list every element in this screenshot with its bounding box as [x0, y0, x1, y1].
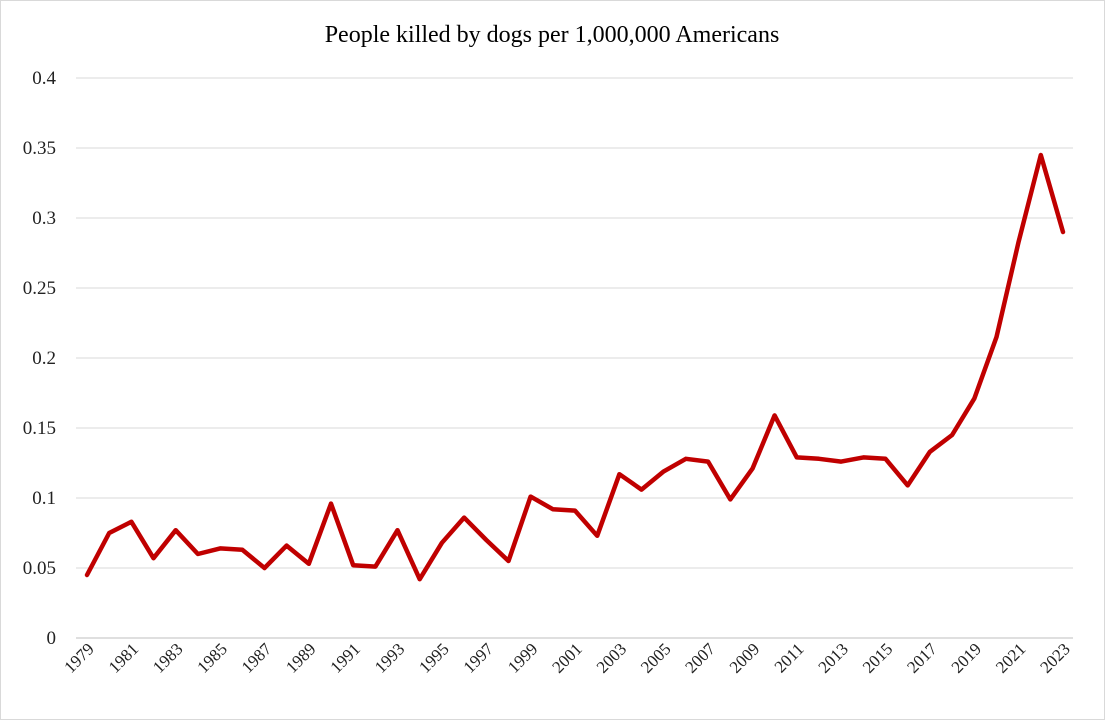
x-tick-label: 2013 — [815, 639, 852, 676]
x-tick-label: 1999 — [504, 639, 541, 676]
x-axis-ticks: 1979 1981 1983 1985 1987 1989 1991 1993 1995 1997… — [60, 639, 1073, 677]
x-tick-label: 2017 — [903, 639, 941, 677]
x-tick-label: 2003 — [593, 639, 630, 676]
x-tick-label: 2009 — [726, 639, 763, 676]
x-tick-label: 1981 — [105, 639, 142, 676]
y-tick-label: 0.1 — [32, 488, 56, 509]
x-tick-label: 2007 — [681, 639, 719, 677]
x-tick-label: 1997 — [460, 639, 498, 677]
x-tick-label: 1983 — [149, 639, 186, 676]
x-tick-label: 2019 — [948, 639, 985, 676]
x-tick-label: 1993 — [371, 639, 408, 676]
x-tick-label: 2021 — [992, 639, 1029, 676]
y-tick-label: 0.25 — [23, 278, 56, 299]
x-tick-label: 1995 — [415, 639, 452, 676]
x-tick-label: 1979 — [60, 639, 97, 676]
x-tick-label: 1991 — [327, 639, 364, 676]
gridlines — [76, 77, 1073, 639]
y-tick-label: 0.4 — [32, 68, 56, 89]
y-axis-ticks: 0 0.05 0.1 0.15 0.2 0.25 0.3 0.35 0.4 — [23, 68, 57, 649]
x-tick-label: 2023 — [1036, 639, 1073, 676]
x-tick-label: 2001 — [548, 639, 585, 676]
y-tick-label: 0.15 — [23, 418, 56, 439]
y-tick-label: 0 — [47, 628, 57, 649]
y-tick-label: 0.3 — [32, 208, 56, 229]
x-tick-label: 1987 — [238, 639, 276, 677]
y-tick-label: 0.35 — [23, 138, 56, 159]
x-tick-label: 2005 — [637, 639, 674, 676]
series-layer — [84, 152, 1066, 582]
series-line — [84, 152, 1066, 582]
x-tick-label: 2011 — [771, 639, 808, 676]
y-tick-label: 0.05 — [23, 558, 56, 579]
x-tick-label: 1985 — [193, 639, 230, 676]
y-tick-label: 0.2 — [32, 348, 56, 369]
x-tick-label: 1989 — [282, 639, 319, 676]
x-tick-label: 2015 — [859, 639, 896, 676]
chart-title: People killed by dogs per 1,000,000 Amer… — [325, 22, 780, 48]
